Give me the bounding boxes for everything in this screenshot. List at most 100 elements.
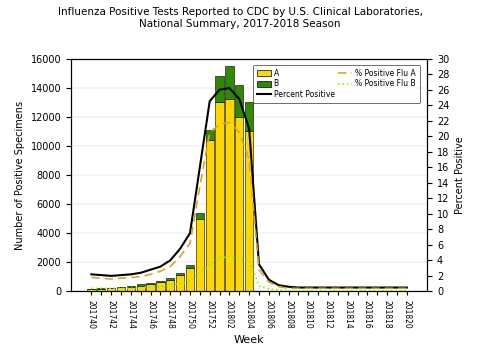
Bar [127,285,135,287]
Bar [225,66,234,99]
% Positive Flu A [355,286,360,291]
Percent Positive [384,285,390,290]
Percent Positive [325,285,331,290]
Percent Positive [88,272,94,276]
Bar [186,265,194,268]
Bar [245,102,253,131]
% Positive Flu B [118,286,124,291]
Bar [117,287,125,288]
Text: Influenza Positive Tests Reported to CDC by U.S. Clinical Laboratories,
National: Influenza Positive Tests Reported to CDC… [58,7,422,29]
Bar [216,76,224,102]
% Positive Flu B [246,258,252,262]
% Positive Flu A [138,275,144,279]
Percent Positive [138,271,144,275]
% Positive Flu B [276,288,282,292]
Percent Positive [296,285,301,290]
Percent Positive [118,273,124,277]
Percent Positive [157,265,163,269]
% Positive Flu B [325,288,331,293]
% Positive Flu B [227,254,232,258]
Bar [97,288,106,289]
Bar [245,131,253,291]
% Positive Flu B [345,288,350,293]
% Positive Flu A [98,276,104,280]
% Positive Flu B [305,288,311,293]
% Positive Flu A [345,286,350,291]
% Positive Flu A [246,157,252,162]
% Positive Flu A [286,286,291,291]
Percent Positive [128,272,134,276]
% Positive Flu B [296,288,301,293]
% Positive Flu A [118,276,124,280]
Bar [146,283,155,284]
Percent Positive [108,274,114,278]
% Positive Flu A [364,286,370,291]
% Positive Flu B [88,286,94,291]
Bar [186,268,194,291]
Line: % Positive Flu A: % Positive Flu A [91,122,407,288]
Percent Positive [404,285,410,290]
% Positive Flu A [168,265,173,269]
% Positive Flu A [276,285,282,289]
% Positive Flu B [138,285,144,290]
% Positive Flu A [187,241,193,246]
Percent Positive [256,262,262,266]
% Positive Flu A [315,286,321,291]
% Positive Flu B [315,288,321,293]
% Positive Flu B [168,283,173,287]
% Positive Flu A [177,254,183,258]
Bar [156,281,165,282]
% Positive Flu A [148,272,154,276]
Line: Percent Positive: Percent Positive [91,88,407,288]
Percent Positive [374,285,380,290]
Percent Positive [355,285,360,290]
X-axis label: Week: Week [234,335,264,345]
Percent Positive [216,87,222,92]
% Positive Flu A [236,130,242,135]
Bar [205,130,214,140]
% Positive Flu A [374,286,380,291]
% Positive Flu A [108,277,114,281]
% Positive Flu B [148,285,154,289]
% Positive Flu B [157,285,163,289]
% Positive Flu A [305,286,311,291]
Percent Positive [335,285,341,290]
% Positive Flu B [128,286,134,291]
Percent Positive [276,283,282,287]
Percent Positive [315,285,321,290]
Bar [205,140,214,291]
% Positive Flu B [286,288,291,293]
Bar [216,102,224,291]
Percent Positive [286,285,291,289]
Bar [136,284,145,285]
% Positive Flu A [394,286,400,291]
% Positive Flu B [374,288,380,293]
Percent Positive [207,99,213,103]
Bar [156,282,165,291]
% Positive Flu A [227,120,232,125]
% Positive Flu B [394,288,400,293]
Legend: A, B, Percent Positive, % Positive Flu A, % Positive Flu B: A, B, Percent Positive, % Positive Flu A… [253,65,420,103]
% Positive Flu B [266,287,272,291]
Percent Positive [168,258,173,262]
% Positive Flu B [256,284,262,288]
% Positive Flu A [197,184,203,189]
Bar [87,289,96,291]
Percent Positive [394,285,400,290]
Bar [225,99,234,291]
% Positive Flu A [216,122,222,127]
Y-axis label: Number of Positive Specimens: Number of Positive Specimens [15,100,25,249]
Bar [136,285,145,291]
% Positive Flu B [335,288,341,293]
% Positive Flu A [128,275,134,280]
% Positive Flu A [325,286,331,291]
Percent Positive [236,97,242,101]
% Positive Flu B [384,288,390,293]
Bar [176,275,184,291]
Percent Positive [148,267,154,272]
Bar [166,280,174,291]
Bar [97,289,106,291]
Percent Positive [187,231,193,235]
Percent Positive [98,273,104,277]
Percent Positive [246,126,252,131]
